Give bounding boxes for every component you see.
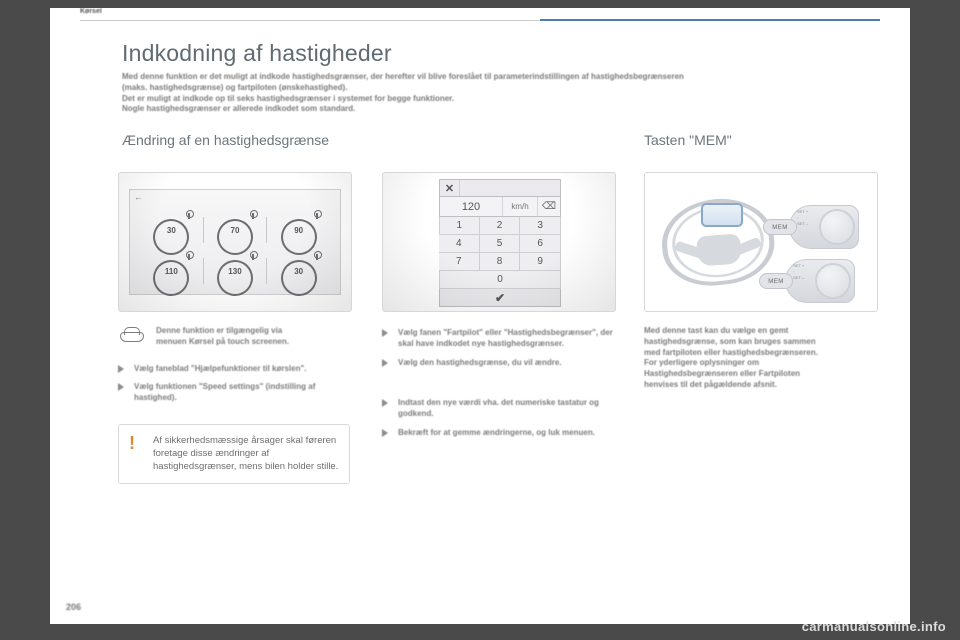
speed-presets-panel: ← 30 70 90 110 130 30 <box>118 172 352 312</box>
key: 2 <box>480 217 521 235</box>
backspace-icon: ⌫ <box>538 197 560 216</box>
intro-line: (maks. hastighedsgrænse) og fartpiloten … <box>122 83 870 94</box>
steering-wheel-icon <box>663 187 783 287</box>
subheading-mem-key: Tasten "MEM" <box>644 132 864 150</box>
column-2: ✕ 120 km/h ⌫ 123 456 789 0 ✔ Vælg fanen … <box>382 172 622 447</box>
divider <box>203 258 204 284</box>
page-number: 206 <box>66 602 81 612</box>
intro-line: Nogle hastighedsgrænser er allerede indk… <box>122 104 870 115</box>
column-1: ← 30 70 90 110 130 30 Denne funktion <box>118 172 358 484</box>
mem-description: Med denne tast kan du vælge en gemt hast… <box>644 326 878 391</box>
mem-button: MEM <box>759 273 793 289</box>
note-text: Denne funktion er tilgængelig via menuen… <box>156 326 358 348</box>
steps-list: Vælg faneblad "Hjælpefunktioner til kørs… <box>118 364 358 404</box>
dashboard-display-icon <box>701 203 743 227</box>
note-line: Denne funktion er tilgængelig via <box>156 326 358 337</box>
step-item: Vælg funktionen "Speed settings" (indsti… <box>118 382 358 404</box>
gauge-grid: 30 70 90 110 130 30 <box>140 212 330 288</box>
key: 4 <box>439 235 480 253</box>
stalk-dial-icon <box>815 263 851 299</box>
touchscreen-mock: ← 30 70 90 110 130 30 <box>129 189 341 295</box>
steering-panel: SET + ◦ SET – MEM SET + ◦ SET – MEM <box>644 172 878 312</box>
key: 3 <box>520 217 561 235</box>
intro-text: Med denne funktion er det muligt at indk… <box>122 72 870 115</box>
section-header: Kørsel <box>80 8 102 15</box>
gauge-value: 110 <box>151 267 191 276</box>
intro-line: Det er muligt at indkode op til seks has… <box>122 94 870 105</box>
step-item: Vælg den hastighedsgrænse, du vil ændre. <box>382 358 622 369</box>
numeric-keypad: ✕ 120 km/h ⌫ 123 456 789 0 ✔ <box>439 179 561 307</box>
gauge-icon: 30 <box>151 215 191 245</box>
car-icon <box>118 326 146 346</box>
text-line: hastighedsgrænse, som kan bruges sammen <box>644 337 878 348</box>
step-item: Bekræft for at gemme ændringerne, og luk… <box>382 428 622 439</box>
back-icon: ← <box>134 192 143 202</box>
key: 6 <box>520 235 561 253</box>
subheading-change-limit: Ændring af en hastighedsgrænse <box>122 132 342 150</box>
key: 8 <box>480 253 521 271</box>
key: 1 <box>439 217 480 235</box>
gauge-value: 90 <box>279 226 319 235</box>
keypad-unit: km/h <box>502 197 538 216</box>
step-item: Indtast den nye værdi vha. det numeriske… <box>382 398 622 420</box>
note-row: Denne funktion er tilgængelig via menuen… <box>118 326 358 348</box>
stalk-labels: SET + ◦ SET – <box>793 263 804 281</box>
rule-accent <box>540 19 880 21</box>
mem-button: MEM <box>763 219 797 235</box>
gauge-icon: 30 <box>279 256 319 286</box>
key-zero: 0 <box>439 271 561 289</box>
gauge-icon: 110 <box>151 256 191 286</box>
confirm-icon: ✔ <box>439 289 561 307</box>
gauge-value: 30 <box>151 226 191 235</box>
steps-list: Vælg fanen "Fartpilot" eller "Hastigheds… <box>382 328 622 368</box>
keypad-panel: ✕ 120 km/h ⌫ 123 456 789 0 ✔ <box>382 172 616 312</box>
text-line: Hastighedsbegrænseren eller Fartpiloten <box>644 369 878 380</box>
key: 7 <box>439 253 480 271</box>
step-item: Vælg faneblad "Hjælpefunktioner til kørs… <box>118 364 358 375</box>
steps-list: Indtast den nye værdi vha. det numeriske… <box>382 398 622 438</box>
text-line: Med denne tast kan du vælge en gemt <box>644 326 878 337</box>
keypad-keys: 123 456 789 <box>439 217 561 271</box>
intro-line: Med denne funktion er det muligt at indk… <box>122 72 870 83</box>
key: 5 <box>480 235 521 253</box>
note-line: menuen Kørsel på touch screenen. <box>156 337 358 348</box>
keypad-value: 120 <box>440 197 502 216</box>
text-line: For yderligere oplysninger om <box>644 358 878 369</box>
close-icon: ✕ <box>440 180 460 196</box>
gauge-value: 70 <box>215 226 255 235</box>
keypad-display: 120 km/h ⌫ <box>439 197 561 217</box>
cruise-control-stalk: SET + ◦ SET – MEM <box>785 259 855 303</box>
cruise-control-stalk: SET + ◦ SET – MEM <box>789 205 859 249</box>
warning-icon: ! <box>129 433 135 454</box>
divider <box>203 217 204 243</box>
gauge-value: 130 <box>215 267 255 276</box>
divider <box>266 217 267 243</box>
page-title: Indkodning af hastigheder <box>122 40 392 67</box>
key: 9 <box>520 253 561 271</box>
warning-box: ! Af sikkerhedsmæssige årsager skal føre… <box>118 424 350 484</box>
manual-page: Kørsel Indkodning af hastigheder Med den… <box>50 8 910 624</box>
text-line: med fartpiloten eller hastighedsbegrænse… <box>644 348 878 359</box>
column-3: SET + ◦ SET – MEM SET + ◦ SET – MEM Med … <box>644 172 884 391</box>
step-item: Vælg fanen "Fartpilot" eller "Hastigheds… <box>382 328 622 350</box>
text-line: henvises til det pågældende afsnit. <box>644 380 878 391</box>
stalk-dial-icon <box>819 209 855 245</box>
gauge-icon: 70 <box>215 215 255 245</box>
gauge-value: 30 <box>279 267 319 276</box>
watermark: carmanualsonline.info <box>802 619 946 634</box>
stalk-labels: SET + ◦ SET – <box>797 209 808 227</box>
divider <box>266 258 267 284</box>
warning-text: Af sikkerhedsmæssige årsager skal førere… <box>153 435 339 473</box>
gauge-icon: 130 <box>215 256 255 286</box>
gauge-icon: 90 <box>279 215 319 245</box>
